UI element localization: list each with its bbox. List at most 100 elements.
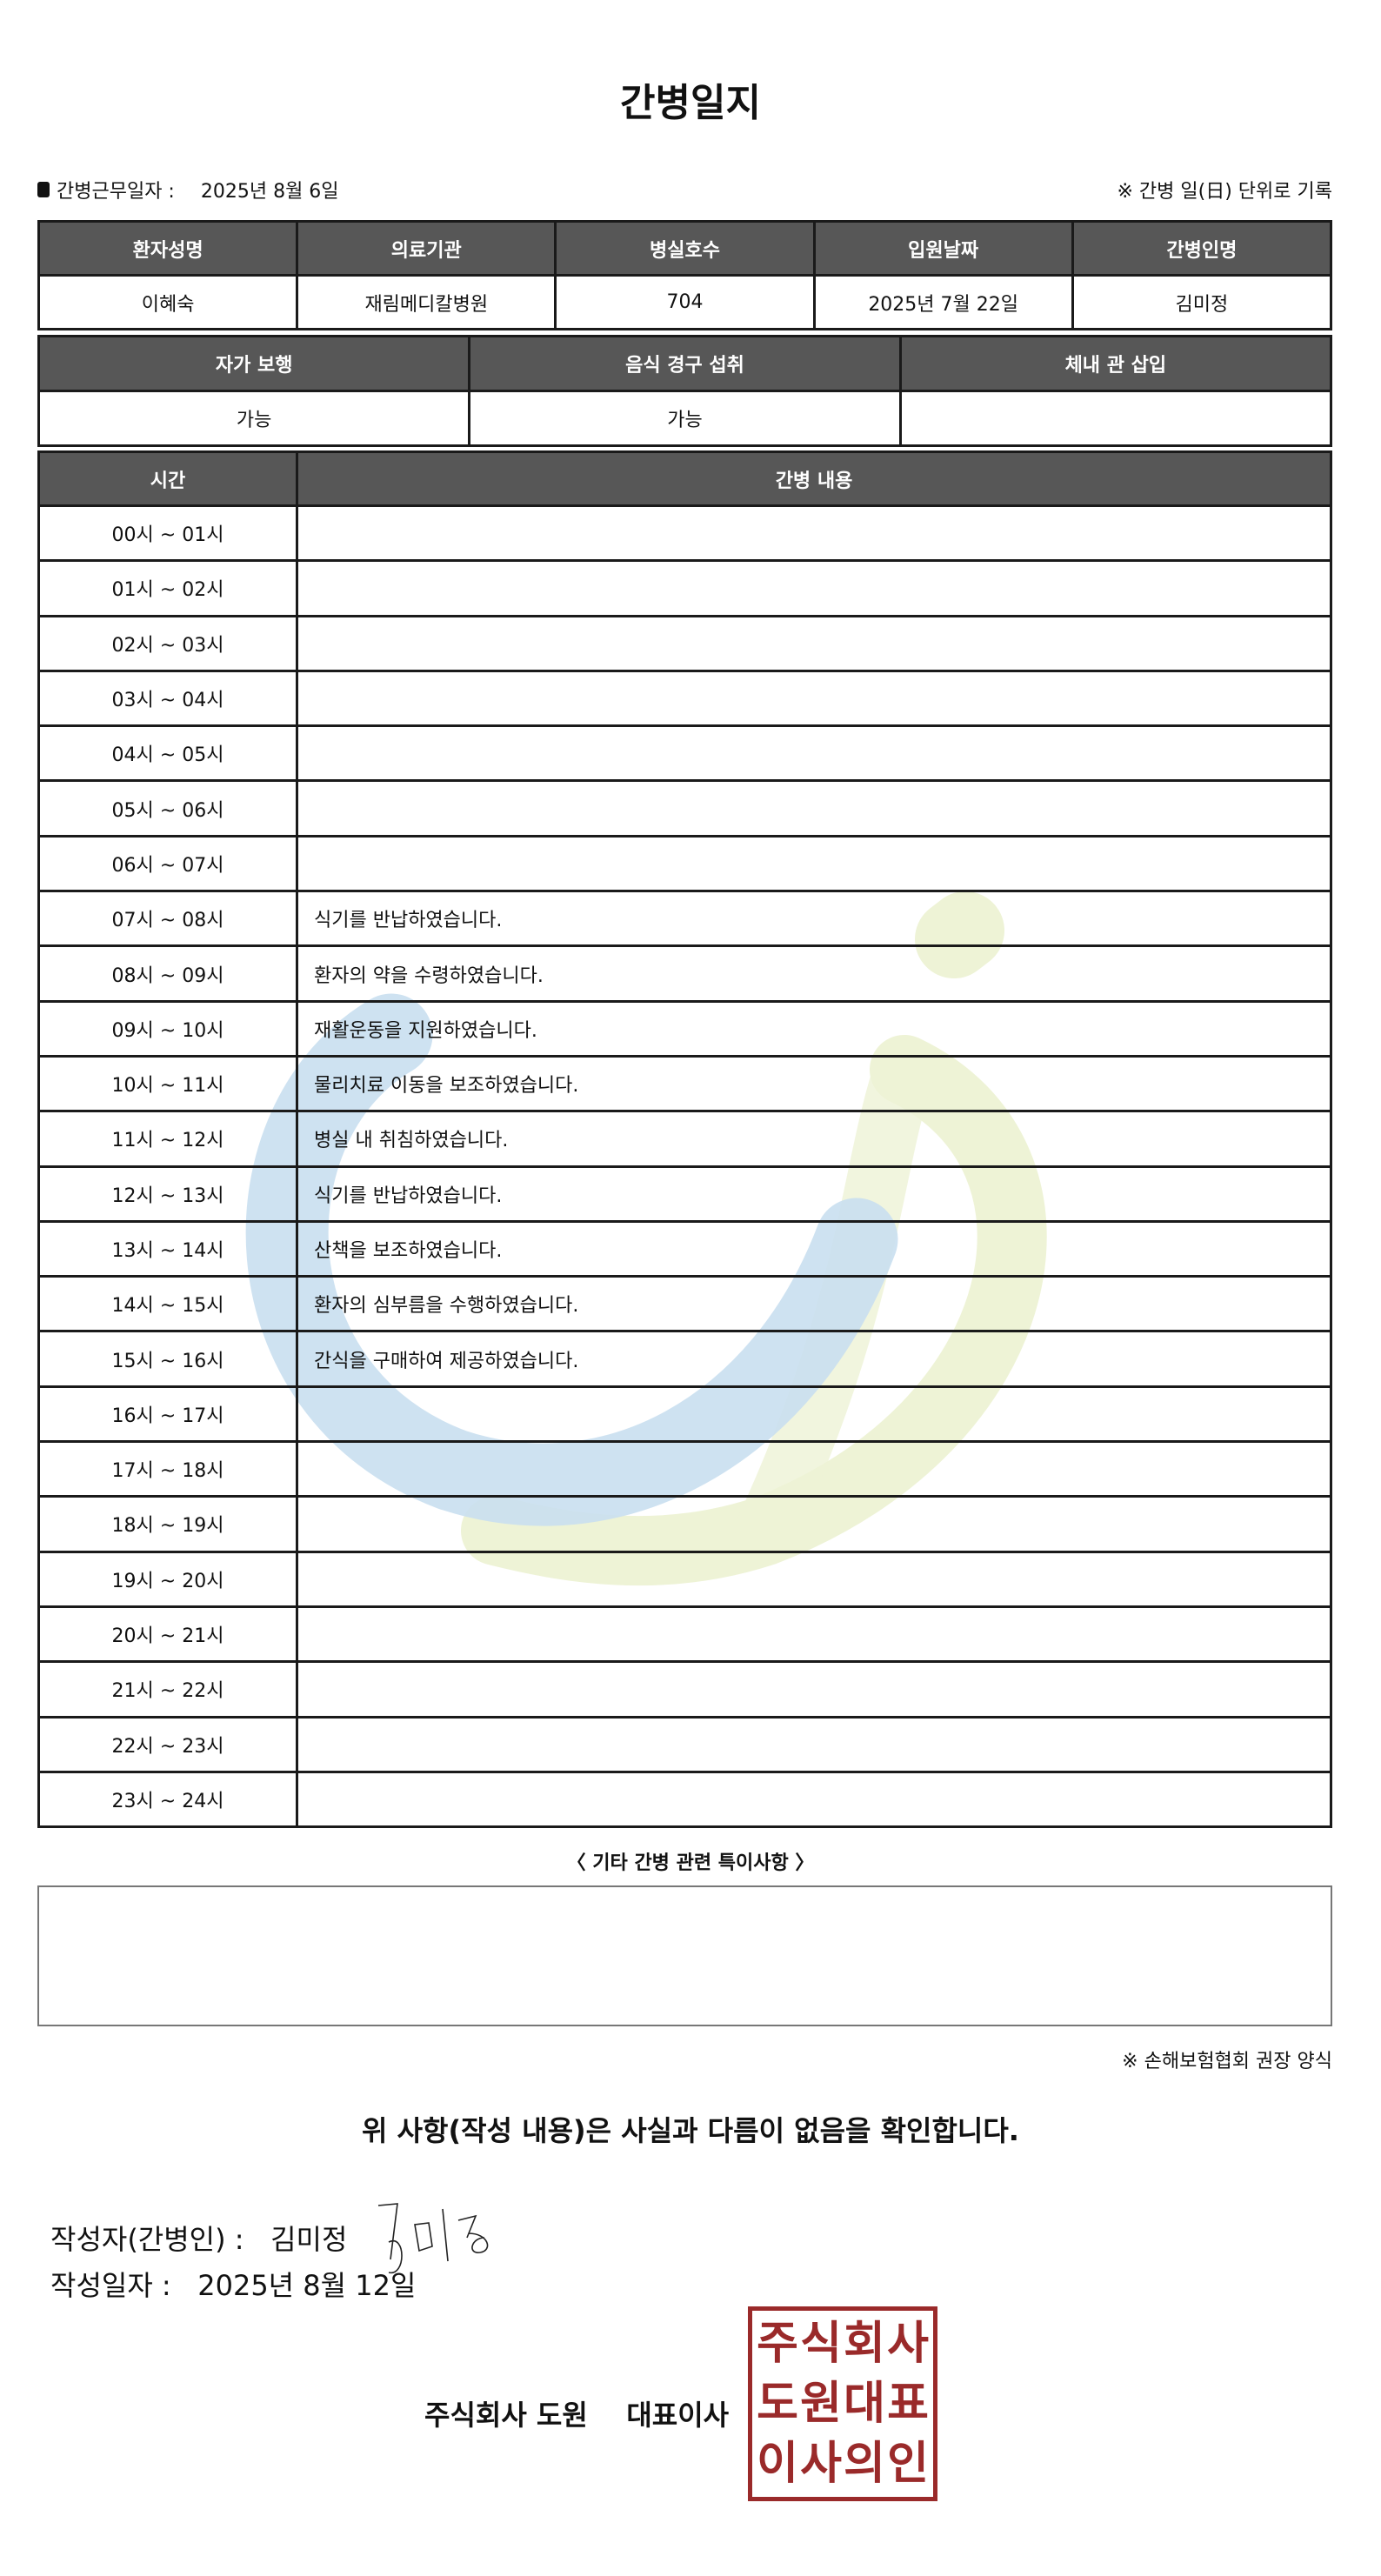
signature — [378, 2203, 489, 2273]
patient-name: 이혜숙 — [37, 274, 299, 330]
room-number: 704 — [554, 274, 816, 330]
table-row: 03시 ~ 04시 — [37, 669, 1332, 728]
table-row: 02시 ~ 03시 — [37, 614, 1332, 672]
header-cell: 입원날짜 — [812, 220, 1074, 277]
time-cell: 01시 ~ 02시 — [37, 559, 298, 617]
seal-character: 주 — [757, 2318, 798, 2371]
table-row: 14시 ~ 15시 환자의 심부름을 수행하였습니다. — [37, 1275, 1332, 1333]
seal-character: 원 — [800, 2377, 842, 2430]
association-note: ※ 손해보험협회 권장 양식 — [1122, 2051, 1332, 2072]
content-cell: 환자의 심부름을 수행하였습니다. — [296, 1275, 1332, 1333]
seal-character: 표 — [887, 2377, 929, 2430]
seal-character: 의 — [844, 2437, 885, 2490]
time-cell: 23시 ~ 24시 — [37, 1770, 298, 1829]
time-cell: 09시 ~ 10시 — [37, 999, 298, 1058]
table-row: 09시 ~ 10시 재활운동을 지원하였습니다. — [37, 999, 1332, 1058]
content-cell — [296, 1605, 1332, 1664]
content-cell: 식기를 반납하였습니다. — [296, 1165, 1332, 1223]
time-cell: 10시 ~ 11시 — [37, 1054, 298, 1113]
header-cell: 병실호수 — [554, 220, 816, 277]
table-row: 00시 ~ 01시 — [37, 504, 1332, 563]
walking-status: 가능 — [37, 390, 471, 447]
table-row: 23시 ~ 24시 — [37, 1770, 1332, 1829]
time-cell: 17시 ~ 18시 — [37, 1440, 298, 1498]
table-row: 10시 ~ 11시 물리치료 이동을 보조하였습니다. — [37, 1054, 1332, 1113]
content-cell — [296, 779, 1332, 838]
time-cell: 00시 ~ 01시 — [37, 504, 298, 563]
seal-character: 사 — [887, 2318, 929, 2371]
content-cell — [296, 1495, 1332, 1553]
caregiver-name: 김미정 — [1071, 274, 1333, 330]
content-cell — [296, 614, 1332, 672]
work-date: 간병근무일자 : 2025년 8월 6일 — [37, 176, 339, 204]
writer-label: 작성자(간병인) : — [50, 2223, 244, 2256]
content-cell: 간식을 구매하여 제공하였습니다. — [296, 1330, 1332, 1388]
time-cell: 02시 ~ 03시 — [37, 614, 298, 672]
content-cell: 병실 내 취침하였습니다. — [296, 1110, 1332, 1168]
table-row: 15시 ~ 16시 간식을 구매하여 제공하였습니다. — [37, 1330, 1332, 1388]
oral-intake-status: 가능 — [468, 390, 902, 447]
time-cell: 12시 ~ 13시 — [37, 1165, 298, 1223]
company-name: 주식회사 도원 대표이사 — [424, 2399, 730, 2432]
table-row: 08시 ~ 09시 환자의 약을 수령하였습니다. — [37, 944, 1332, 1003]
work-date-value: 2025년 8월 6일 — [200, 181, 339, 203]
header-cell: 간병인명 — [1071, 220, 1333, 277]
content-cell — [296, 559, 1332, 617]
seal-character: 도 — [757, 2377, 798, 2430]
table-row: 04시 ~ 05시 — [37, 724, 1332, 783]
seal-character: 회 — [844, 2318, 885, 2371]
time-cell: 21시 ~ 22시 — [37, 1660, 298, 1718]
table-row: 06시 ~ 07시 — [37, 834, 1332, 893]
table-row: 01시 ~ 02시 — [37, 559, 1332, 617]
time-cell: 05시 ~ 06시 — [37, 779, 298, 838]
content-cell — [296, 1550, 1332, 1608]
writer: 작성자(간병인) : 김미정 — [50, 2199, 528, 2277]
header-cell: 의료기관 — [296, 220, 557, 277]
patient-info-table: 환자성명 의료기관 병실호수 입원날짜 간병인명 이혜숙 재림메디칼병원 704 2025년 … — [37, 220, 1333, 330]
notes-box — [37, 1885, 1332, 2026]
content-cell: 식기를 반납하였습니다. — [296, 890, 1332, 948]
seal-character: 이 — [757, 2437, 798, 2490]
header-cell: 체내 관 삽입 — [898, 335, 1333, 392]
time-cell: 11시 ~ 12시 — [37, 1110, 298, 1168]
table-row: 18시 ~ 19시 — [37, 1495, 1332, 1553]
bullet-icon — [37, 182, 50, 197]
header-cell: 음식 경구 섭취 — [468, 335, 902, 392]
hospital: 재림메디칼병원 — [296, 274, 557, 330]
header-cell: 시간 — [37, 450, 298, 507]
write-date: 작성일자 : 2025년 8월 12일 — [50, 2264, 416, 2304]
content-cell — [296, 834, 1332, 893]
confirmation-statement: 위 사항(작성 내용)은 사실과 다름이 없음을 확인합니다. — [362, 2114, 1019, 2147]
header-cell: 환자성명 — [37, 220, 299, 277]
seal-character: 인 — [887, 2437, 929, 2490]
content-cell — [296, 724, 1332, 783]
tube-status — [898, 390, 1333, 447]
page-title: 간병일지 — [620, 81, 761, 125]
time-cell: 08시 ~ 09시 — [37, 944, 298, 1003]
content-cell — [296, 1770, 1332, 1829]
table-row: 13시 ~ 14시 산책을 보조하였습니다. — [37, 1219, 1332, 1278]
time-cell: 03시 ~ 04시 — [37, 669, 298, 728]
header-cell: 자가 보행 — [37, 335, 471, 392]
time-cell: 14시 ~ 15시 — [37, 1275, 298, 1333]
table-row: 21시 ~ 22시 — [37, 1660, 1332, 1718]
time-cell: 18시 ~ 19시 — [37, 1495, 298, 1553]
table-row: 16시 ~ 17시 — [37, 1385, 1332, 1444]
content-cell: 물리치료 이동을 보조하였습니다. — [296, 1054, 1332, 1113]
work-date-label: 간병근무일자 : — [57, 181, 175, 203]
content-cell — [296, 1440, 1332, 1498]
time-cell: 06시 ~ 07시 — [37, 834, 298, 893]
time-cell: 20시 ~ 21시 — [37, 1605, 298, 1664]
table-row: 11시 ~ 12시 병실 내 취침하였습니다. — [37, 1110, 1332, 1168]
content-cell — [296, 669, 1332, 728]
time-cell: 15시 ~ 16시 — [37, 1330, 298, 1388]
admission-date: 2025년 7월 22일 — [812, 274, 1074, 330]
write-date-value: 2025년 8월 12일 — [197, 2269, 417, 2302]
header-cell: 간병 내용 — [296, 450, 1332, 507]
patient-status-table: 자가 보행 음식 경구 섭취 체내 관 삽입 가능 가능 — [37, 335, 1333, 447]
content-cell — [296, 1660, 1332, 1718]
table-row: 22시 ~ 23시 — [37, 1715, 1332, 1773]
content-cell — [296, 1715, 1332, 1773]
time-cell: 13시 ~ 14시 — [37, 1219, 298, 1278]
